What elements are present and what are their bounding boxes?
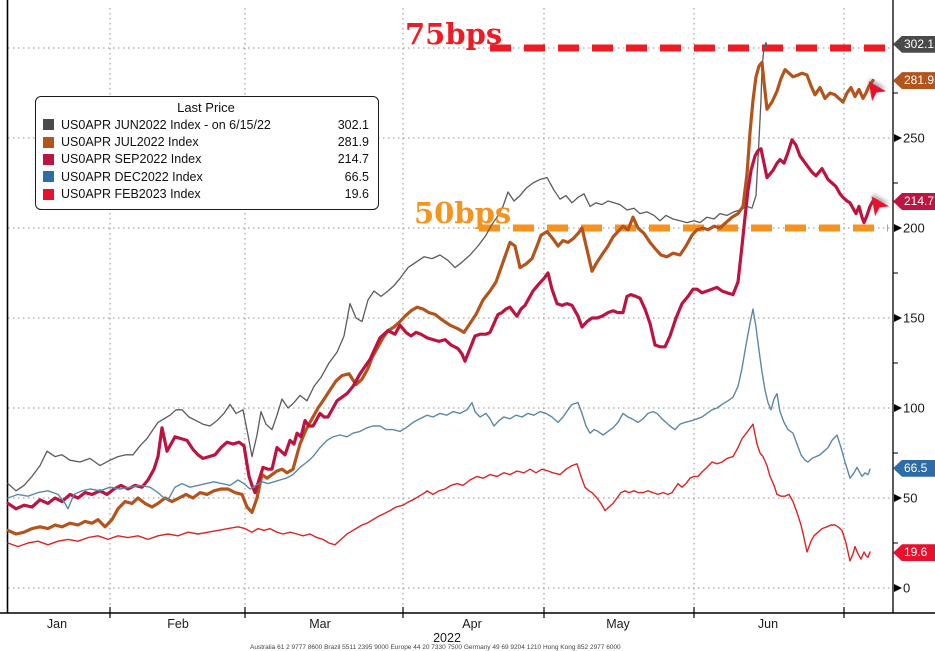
legend-rows: US0APR JUN2022 Index - on 6/15/22 302.1 US… — [43, 116, 369, 203]
month-label-may: May — [606, 617, 630, 631]
footer-disclaimer: Australia 61 2 9777 8600 Brazil 5511 239… — [250, 644, 621, 651]
y-tick-label-150: 150 — [903, 310, 925, 326]
legend-row: US0APR SEP2022 Index 214.7 — [43, 151, 369, 168]
y-tick-marker — [894, 494, 902, 502]
legend-swatch-icon — [43, 171, 54, 183]
price-flag-214.7: 214.7 — [893, 193, 935, 211]
series-line-US0APR-JUL2022-Index — [6, 60, 875, 536]
legend-row: US0APR JUL2022 Index 281.9 — [43, 133, 369, 150]
legend-row: US0APR DEC2022 Index 66.5 — [43, 168, 369, 185]
price-flag-281.9: 281.9 — [893, 72, 935, 90]
y-tick-label-200: 200 — [903, 220, 925, 236]
y-tick-label-250: 250 — [903, 130, 925, 146]
legend-swatch-icon — [43, 136, 54, 148]
price-flag-19.6: 19.6 — [893, 544, 935, 562]
month-label-feb: Feb — [167, 617, 189, 631]
legend-swatch-icon — [43, 188, 54, 200]
legend-label: US0APR SEP2022 Index — [61, 152, 202, 167]
series-line-US0APR-JUN2022-Index — [7, 41, 768, 492]
y-tick-marker — [894, 584, 902, 592]
y-tick-label-0: 0 — [903, 580, 911, 596]
legend-value: 214.7 — [337, 152, 369, 167]
legend-swatch-icon — [43, 119, 54, 131]
y-tick-marker — [894, 134, 902, 142]
legend-box: Last Price US0APR JUN2022 Index - on 6/1… — [35, 96, 379, 210]
legend-label: US0APR JUN2022 Index - on 6/15/22 — [61, 117, 271, 132]
legend-value: 281.9 — [337, 135, 369, 150]
month-label-jun: Jun — [757, 617, 779, 631]
year-label: 2022 — [433, 631, 461, 645]
price-flag-66.5: 66.5 — [893, 459, 935, 477]
y-tick-marker — [894, 314, 902, 322]
legend-swatch-icon — [43, 153, 54, 165]
legend-title: Last Price — [177, 100, 235, 115]
legend-label: US0APR DEC2022 Index — [61, 169, 203, 184]
series-line-US0APR-SEP2022-Index — [6, 138, 875, 511]
legend-row: US0APR FEB2023 Index 19.6 — [43, 186, 369, 203]
series-line-US0APR-DEC2022-Index — [7, 308, 871, 510]
y-tick-label-100: 100 — [903, 400, 925, 416]
month-label-jan: Jan — [46, 617, 68, 631]
annotation-75bps-label: 75bps — [405, 17, 503, 51]
month-label-apr: Apr — [462, 617, 482, 631]
price-flag-302.1: 302.1 — [893, 35, 935, 53]
legend-label: US0APR FEB2023 Index — [61, 187, 201, 202]
y-tick-marker — [894, 404, 902, 412]
y-tick-marker — [894, 224, 902, 232]
legend-row: US0APR JUN2022 Index - on 6/15/22 302.1 — [43, 116, 369, 133]
legend-value: 302.1 — [337, 117, 369, 132]
y-tick-label-50: 50 — [903, 490, 918, 506]
annotation-50bps-label: 50bps — [414, 196, 512, 230]
series-line-US0APR-FEB2023-Index — [7, 423, 871, 562]
month-label-mar: Mar — [309, 617, 331, 631]
legend-value: 19.6 — [344, 187, 369, 202]
legend-value: 66.5 — [344, 169, 369, 184]
legend-label: US0APR JUL2022 Index — [61, 135, 199, 150]
